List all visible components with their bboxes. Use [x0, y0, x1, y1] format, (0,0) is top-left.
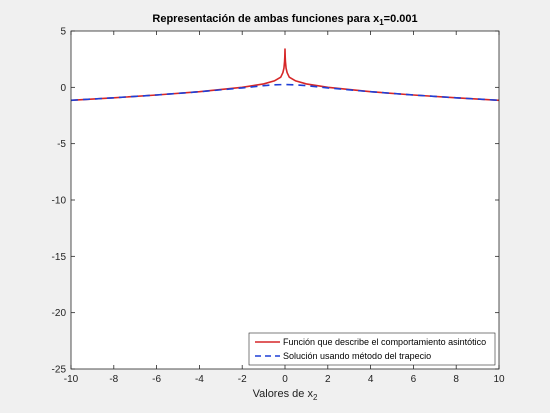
chart-title-subscript: 1 — [379, 18, 384, 27]
y-tick-label: -5 — [57, 139, 66, 150]
x-axis-label: Valores de x2 — [253, 388, 318, 402]
y-tick-label: -25 — [52, 365, 67, 376]
x-tick-label: -4 — [195, 374, 204, 385]
chart-title-main: Representación de ambas funciones para x — [152, 13, 380, 25]
chart-title: Representación de ambas funciones para x… — [152, 13, 417, 27]
plot-area — [71, 31, 499, 369]
x-tick-label: -10 — [64, 374, 79, 385]
x-tick-label: 4 — [368, 374, 374, 385]
x-axis-label-subscript: 2 — [313, 393, 318, 402]
y-tick-label: -10 — [52, 196, 67, 207]
legend: Función que describe el comportamiento a… — [248, 332, 496, 366]
legend-box — [248, 332, 496, 366]
legend-label-asymptotic: Función que describe el comportamiento a… — [283, 337, 486, 347]
legend-label-trapezoid: Solución usando método del trapecio — [283, 351, 431, 361]
y-tick-label: -20 — [52, 308, 67, 319]
y-tick-label: -15 — [52, 252, 67, 263]
x-tick-label: 0 — [282, 374, 288, 385]
axes-box — [70, 30, 500, 370]
x-tick-label: 10 — [493, 374, 505, 385]
x-tick-label: 2 — [325, 374, 331, 385]
x-tick-label: 6 — [411, 374, 417, 385]
x-tick-label: -6 — [152, 374, 161, 385]
series-trapezoid-line — [70, 83, 500, 102]
y-tick-label: 5 — [60, 27, 66, 38]
y-tick-label: 0 — [60, 83, 66, 94]
x-axis-label-main: Valores de x — [253, 388, 314, 400]
x-tick-label: 8 — [453, 374, 459, 385]
x-tick-label: -2 — [238, 374, 247, 385]
series-lines — [70, 48, 500, 102]
x-tick-label: -8 — [109, 374, 118, 385]
chart-title-tail: =0.001 — [384, 13, 418, 25]
